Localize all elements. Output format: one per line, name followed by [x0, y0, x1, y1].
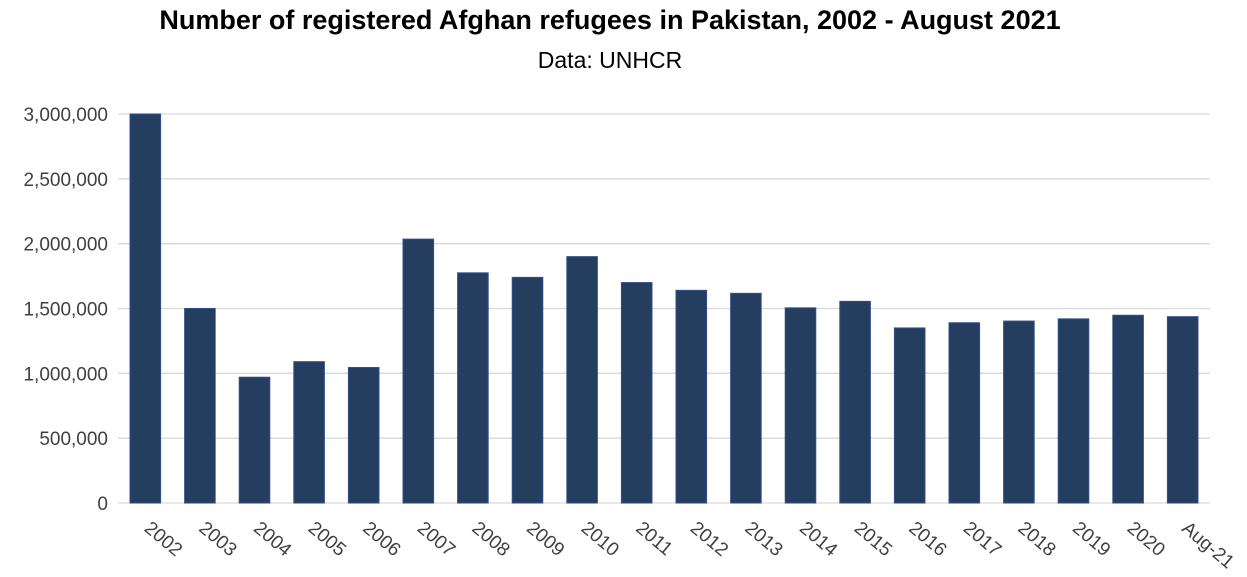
bar-2020 [1112, 314, 1144, 504]
x-tick-label: 2014 [795, 518, 841, 562]
bar-2015 [839, 300, 871, 504]
x-tick-label: 2015 [850, 518, 896, 561]
y-tick-label: 3,000,000 [23, 105, 108, 126]
bar-2019 [1057, 318, 1090, 504]
bar-2016 [893, 327, 926, 504]
bar-2008 [457, 272, 489, 504]
bar-2002 [129, 113, 162, 504]
bar-2007 [402, 238, 435, 504]
gridlines [118, 113, 1210, 504]
chart-subtitle: Data: UNHCR [538, 47, 682, 73]
bar-2017 [948, 322, 981, 504]
bar-2005 [293, 361, 325, 504]
x-tick-label: 2020 [1123, 518, 1169, 561]
x-tick-label: 2008 [468, 518, 514, 561]
bar-2010 [566, 256, 598, 504]
x-axis-ticks: 2002 2003 2004 2005 2006 2007 2008 2009 2010 2011… [140, 518, 1238, 573]
x-tick-label: 2006 [358, 518, 404, 561]
bars [129, 113, 1199, 504]
bar-Aug-21 [1166, 316, 1199, 504]
x-tick-label: 2004 [249, 518, 295, 562]
bar-2004 [238, 376, 271, 504]
x-tick-label: 2010 [577, 518, 623, 561]
x-tick-label: 2013 [741, 518, 787, 561]
x-tick-label: 2007 [413, 518, 459, 561]
bar-2009 [511, 276, 544, 504]
bar-2014 [784, 307, 817, 504]
bar-2018 [1003, 320, 1035, 504]
y-tick-label: 2,000,000 [23, 235, 108, 256]
y-tick-label: 0 [97, 494, 108, 515]
bar-2006 [347, 366, 380, 504]
x-tick-label: 2005 [304, 518, 350, 561]
x-tick-label: 2009 [522, 518, 568, 561]
x-tick-label: 2012 [686, 518, 732, 561]
y-tick-label: 1,000,000 [23, 364, 108, 385]
x-tick-label: Aug-21 [1177, 518, 1237, 573]
bar-2013 [730, 292, 762, 504]
x-tick-label: 2002 [140, 518, 186, 561]
x-tick-label: 2017 [959, 518, 1005, 561]
y-tick-label: 1,500,000 [23, 300, 108, 321]
x-tick-label: 2019 [1068, 518, 1114, 561]
y-axis-ticks: 0 500,000 1,000,000 1,500,000 2,000,000 2,500… [23, 105, 108, 515]
y-tick-label: 500,000 [39, 429, 108, 450]
x-tick-label: 2003 [195, 518, 241, 561]
bar-2012 [675, 289, 708, 504]
bar-2003 [184, 308, 216, 504]
x-tick-label: 2011 [631, 518, 676, 560]
chart-title: Number of registered Afghan refugees in … [159, 5, 1060, 35]
bar-2011 [620, 282, 653, 504]
x-tick-label: 2016 [904, 518, 950, 561]
y-tick-label: 2,500,000 [23, 170, 108, 191]
x-tick-label: 2018 [1014, 518, 1060, 561]
